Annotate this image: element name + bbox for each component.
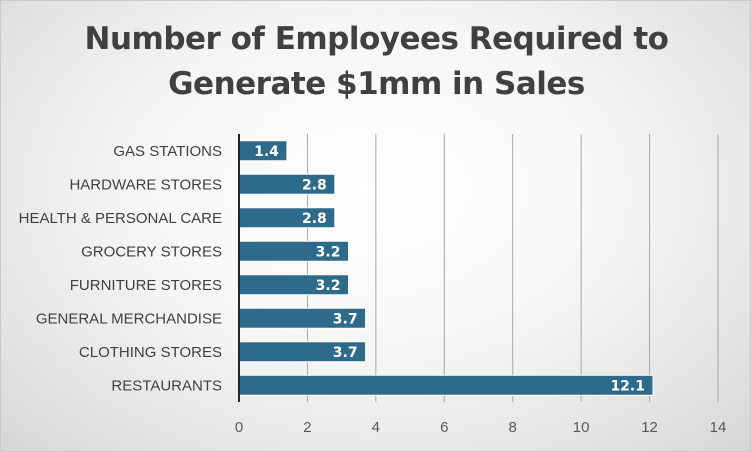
x-tick-label: 8 [509,419,517,436]
category-label: GROCERY STORES [81,243,222,260]
data-label: 3.7 [333,345,358,361]
data-label: 3.7 [333,311,358,327]
category-label: GENERAL MERCHANDISE [36,310,222,327]
category-label: HEALTH & PERSONAL CARE [19,210,222,227]
data-label: 2.8 [302,177,327,193]
x-tick-label: 0 [235,419,243,436]
category-label: CLOTHING STORES [79,344,222,361]
category-label: HARDWARE STORES [69,176,222,193]
data-label: 3.2 [316,244,341,260]
data-label: 3.2 [316,278,341,294]
x-tick-label: 4 [372,419,380,436]
x-tick-label: 6 [440,419,448,436]
chart-title: Number of Employees Required to Generate… [84,21,669,102]
x-tick-label: 12 [641,419,658,436]
data-label: 12.1 [610,378,645,394]
category-label: RESTAURANTS [111,377,222,394]
labels: 0 2 4 6 8 10 12 14 GAS STATIONS 1.4 HARDWARE STORE… [19,143,727,436]
x-tick-label: 2 [303,419,311,436]
x-tick-label: 14 [710,419,727,436]
x-tick-label: 10 [573,419,590,436]
data-label: 1.4 [254,144,279,160]
category-label: GAS STATIONS [113,143,222,160]
data-label: 2.8 [302,211,327,227]
bar [238,374,654,396]
gridlines [306,134,719,402]
category-label: FURNITURE STORES [70,277,222,294]
